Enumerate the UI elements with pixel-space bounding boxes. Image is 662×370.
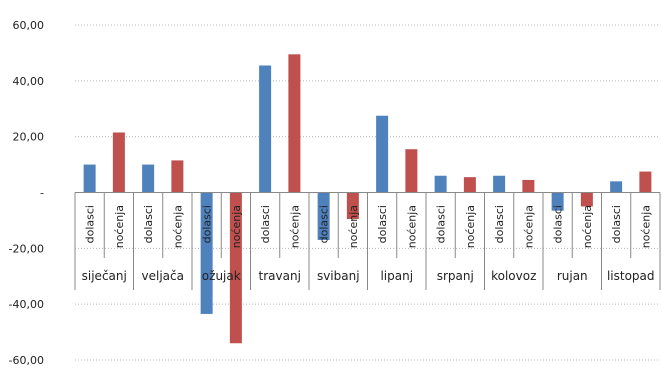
month-label: svibanj [317, 269, 360, 283]
sub-category-label: noćenja [464, 205, 477, 248]
sub-category-label: noćenja [581, 205, 594, 248]
month-label: lipanj [380, 269, 413, 283]
bars [83, 54, 652, 344]
bar-noćenja-4 [288, 54, 301, 193]
bar-dolasci-6 [376, 115, 389, 193]
bar-dolasci-7 [434, 175, 447, 193]
bar-dolasci-9 [551, 192, 564, 211]
y-tick-label: 20,00 [13, 131, 45, 144]
bar-noćenja-5 [346, 192, 359, 220]
bar-noćenja-2 [171, 160, 184, 193]
sub-category-label: noćenja [405, 205, 418, 248]
bar-noćenja-8 [522, 179, 535, 193]
bar-noćenja-6 [405, 149, 418, 193]
sub-category-label: noćenja [522, 205, 535, 248]
y-tick-label: -20,00 [9, 242, 44, 255]
month-label: srpanj [437, 269, 474, 283]
y-tick-label: -60,00 [9, 354, 44, 367]
x-axis [74, 192, 661, 290]
bar-dolasci-3 [200, 192, 213, 314]
sub-category-label: dolasci [435, 205, 448, 243]
month-label: veljača [142, 269, 184, 283]
bar-noćenja-10 [639, 171, 652, 193]
bar-noćenja-7 [463, 177, 476, 193]
sub-category-label: noćenja [171, 205, 184, 248]
bar-dolasci-2 [142, 164, 155, 193]
sub-category-label: noćenja [347, 205, 360, 248]
sub-category-label: noćenja [288, 205, 301, 248]
y-tick-label: 40,00 [13, 75, 45, 88]
sub-category-label: dolasci [552, 205, 565, 243]
bar-noćenja-9 [580, 192, 593, 207]
month-label: siječanj [82, 269, 127, 283]
sub-category-label: noćenja [230, 205, 243, 248]
y-axis-ticks: 60,00 40,00 20,00 - -20,00 -40,00 -60,00 [9, 19, 44, 367]
sub-category-label: dolasci [142, 205, 155, 243]
month-label: ožujak [202, 269, 241, 283]
sub-category-label: dolasci [84, 205, 97, 243]
bar-dolasci-5 [317, 192, 330, 240]
sub-category-label: noćenja [639, 205, 652, 248]
bar-dolasci-1 [83, 164, 96, 193]
sub-category-label: dolasci [259, 205, 272, 243]
month-label: rujan [557, 269, 588, 283]
bar-dolasci-8 [493, 175, 506, 193]
month-label: travanj [259, 269, 301, 283]
sub-category-label: dolasci [493, 205, 506, 243]
category-labels: dolasci noćenja siječanj dolasci noćenja velj… [82, 205, 655, 283]
sub-category-label: dolasci [201, 205, 214, 243]
y-tick-label: -40,00 [9, 298, 44, 311]
sub-category-label: dolasci [318, 205, 331, 243]
month-label: kolovoz [491, 269, 536, 283]
month-label: listopad [607, 269, 655, 283]
bar-noćenja-1 [112, 132, 125, 193]
bar-noćenja-3 [229, 192, 242, 344]
y-tick-label: - [40, 187, 44, 200]
bar-dolasci-4 [259, 65, 272, 193]
sub-category-label: noćenja [113, 205, 126, 248]
sub-category-label: dolasci [610, 205, 623, 243]
sub-category-label: dolasci [376, 205, 389, 243]
y-tick-label: 60,00 [13, 19, 45, 32]
bar-dolasci-10 [610, 181, 623, 193]
